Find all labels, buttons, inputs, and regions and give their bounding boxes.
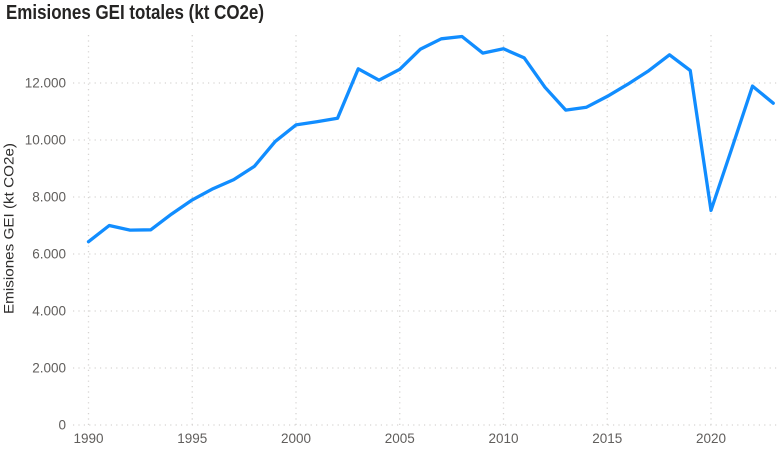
svg-text:2020: 2020: [696, 431, 726, 446]
svg-text:2005: 2005: [385, 431, 415, 446]
svg-text:0: 0: [58, 418, 66, 433]
svg-text:2.000: 2.000: [32, 361, 66, 376]
svg-text:8.000: 8.000: [32, 190, 66, 205]
svg-text:Emisiones GEI (kt CO2e): Emisiones GEI (kt CO2e): [2, 143, 17, 314]
svg-text:10.000: 10.000: [25, 133, 66, 148]
svg-text:6.000: 6.000: [32, 247, 66, 262]
svg-text:1990: 1990: [73, 431, 103, 446]
svg-text:12.000: 12.000: [25, 76, 66, 91]
svg-text:Emisiones GEI totales (kt CO2e: Emisiones GEI totales (kt CO2e): [6, 2, 264, 24]
svg-text:4.000: 4.000: [32, 304, 66, 319]
svg-text:2010: 2010: [488, 431, 518, 446]
svg-text:2000: 2000: [281, 431, 311, 446]
svg-text:2015: 2015: [592, 431, 622, 446]
svg-text:1995: 1995: [177, 431, 207, 446]
